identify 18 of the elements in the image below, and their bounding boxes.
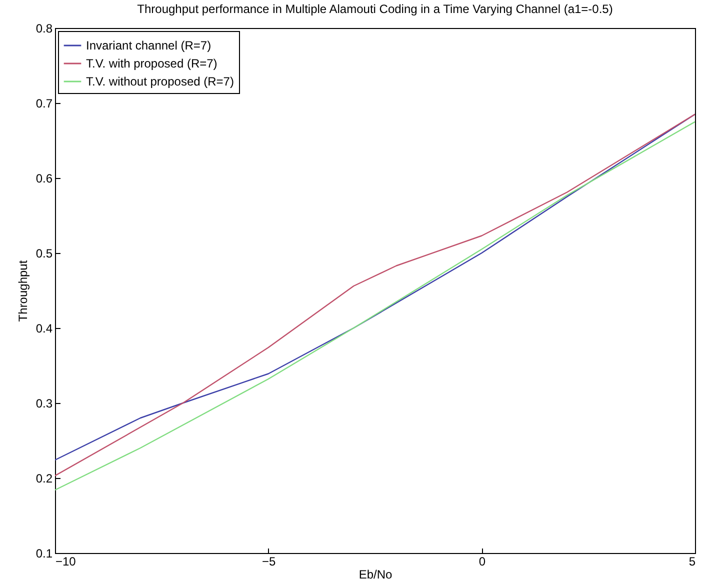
legend-label: Invariant channel (R=7) [86,38,212,52]
y-tick-label: 0.5 [36,246,53,260]
x-axis-title: Eb/No [358,568,392,582]
x-tick-label: 5 [688,554,696,568]
y-axis-title: Throughput [16,260,30,322]
y-tick-label: 0.3 [36,396,53,410]
legend-label: T.V. with proposed (R=7) [86,56,218,70]
y-tick-label: 0.2 [36,472,53,486]
x-tick-label: −10 [56,554,76,568]
y-tick-label: 0.6 [36,172,53,186]
y-tick-label: 0.1 [36,546,53,560]
y-tick-label: 0.7 [36,96,53,110]
x-tick-label: 0 [478,554,486,568]
y-tick-label: 0.8 [36,22,53,36]
legend-label: T.V. without proposed (R=7) [86,74,234,88]
x-tick-label: −5 [262,554,276,568]
y-tick-label: 0.4 [36,322,53,336]
chart-title: Throughput performance in Multiple Alamouti Coding in a Time Varying Channel (a1=-0.5) [137,2,613,16]
